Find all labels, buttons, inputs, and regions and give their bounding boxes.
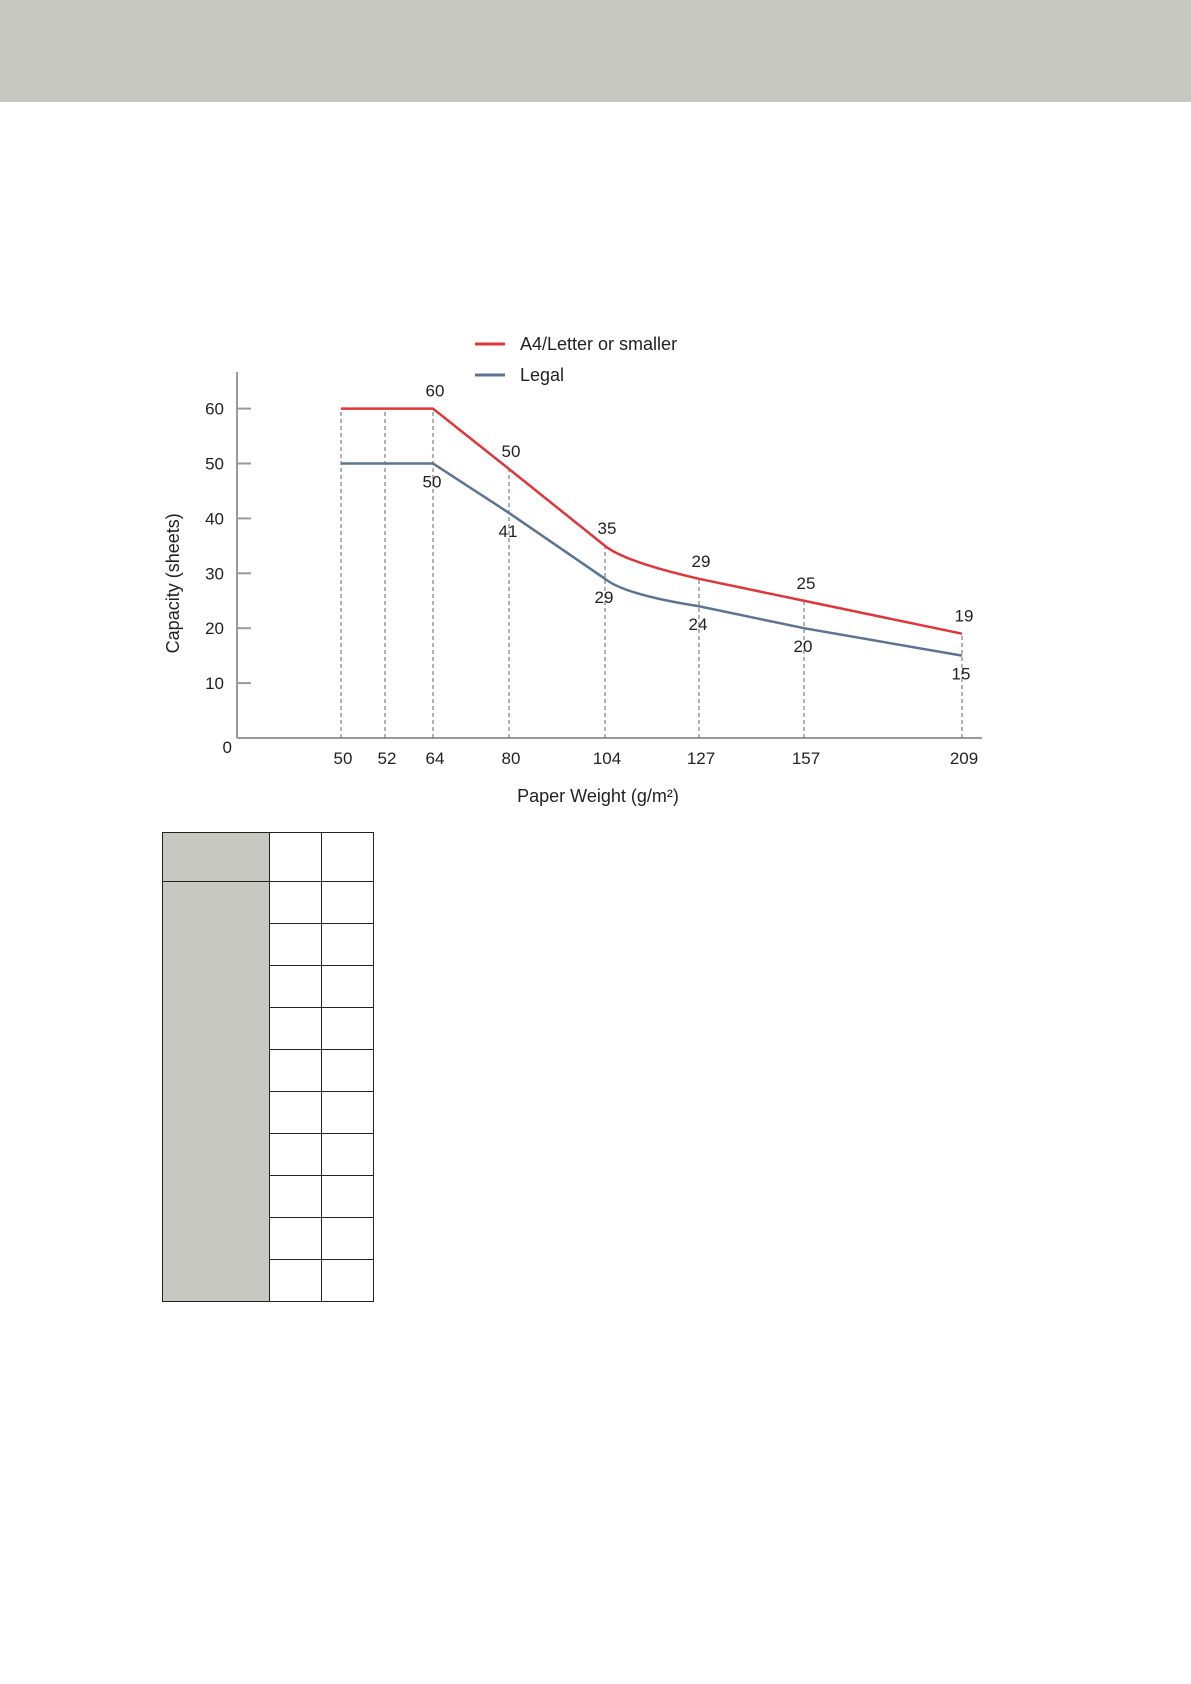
a4-data-label: 50 xyxy=(502,442,521,461)
legal-line xyxy=(341,462,963,657)
a4-data-label: 60 xyxy=(426,382,445,401)
y-tick-label: 10 xyxy=(205,674,224,693)
table-cell xyxy=(269,1175,322,1218)
table-row xyxy=(163,1175,374,1218)
legend-label: A4/Letter or smaller xyxy=(520,334,677,354)
table-header-label-cell xyxy=(162,832,270,882)
table-cell xyxy=(269,1091,322,1134)
table-row xyxy=(163,1049,374,1092)
x-tick-label: 52 xyxy=(378,749,397,768)
table-row xyxy=(163,1217,374,1260)
legend-label: Legal xyxy=(520,365,564,385)
y-tick-label: 40 xyxy=(205,509,224,528)
table-cell xyxy=(321,1175,374,1218)
x-tick-label: 80 xyxy=(502,749,521,768)
x-tick-label: 209 xyxy=(950,749,978,768)
legal-data-label: 24 xyxy=(689,615,708,634)
table-cell xyxy=(321,1217,374,1260)
x-tick-label: 50 xyxy=(334,749,353,768)
table-header-row xyxy=(162,832,374,882)
table-row xyxy=(163,1259,374,1302)
table-cell xyxy=(321,881,374,924)
table-header-cell xyxy=(269,832,322,882)
table-cell xyxy=(321,923,374,966)
y-axis-title: Capacity (sheets) xyxy=(163,513,183,653)
a4-data-label: 25 xyxy=(797,574,816,593)
capacity-chart: 0 10 20 30 40 50 60 50 52 64 80 104 127 157 209 Paper W… xyxy=(163,334,982,806)
table-cell xyxy=(269,1259,322,1302)
y-tick-label: 30 xyxy=(205,564,224,583)
table-row xyxy=(163,1133,374,1176)
y-tick-label: 60 xyxy=(205,400,224,419)
table-cell xyxy=(321,1091,374,1134)
table-cell xyxy=(269,1049,322,1092)
a4-data-label: 19 xyxy=(955,607,974,626)
spec-table xyxy=(162,832,374,1302)
legal-data-label: 20 xyxy=(794,637,813,656)
x-tick-label: 64 xyxy=(426,749,445,768)
table-cell xyxy=(321,1259,374,1302)
table-merged-label-cell xyxy=(162,881,270,1302)
table-cell xyxy=(269,881,322,924)
legal-data-label: 29 xyxy=(595,588,614,607)
a4-letter-line xyxy=(341,407,963,635)
x-tick-label: 127 xyxy=(687,749,715,768)
table-header-cell xyxy=(321,832,374,882)
y-tick-label: 20 xyxy=(205,619,224,638)
x-tick-label: 157 xyxy=(792,749,820,768)
table-cell xyxy=(321,965,374,1008)
legal-data-label: 15 xyxy=(952,665,971,684)
table-cell xyxy=(321,1049,374,1092)
table-cell xyxy=(269,1007,322,1050)
a4-data-label: 35 xyxy=(598,519,617,538)
y-tick-label: 0 xyxy=(223,738,232,757)
a4-data-label: 29 xyxy=(692,552,711,571)
x-tick-label: 104 xyxy=(593,749,621,768)
table-cell xyxy=(269,923,322,966)
legal-data-label: 50 xyxy=(423,473,442,492)
x-axis-title: Paper Weight (g/m²) xyxy=(517,786,679,806)
table-cell xyxy=(269,1217,322,1260)
table-row xyxy=(162,881,374,1302)
table-row xyxy=(163,923,374,966)
legal-data-label: 41 xyxy=(499,522,518,541)
table-cell xyxy=(321,1133,374,1176)
table-cell xyxy=(321,1007,374,1050)
table-row xyxy=(163,1007,374,1050)
table-cell xyxy=(269,1133,322,1176)
table-cell xyxy=(269,965,322,1008)
y-tick-label: 50 xyxy=(205,455,224,474)
header-band xyxy=(0,0,1191,102)
